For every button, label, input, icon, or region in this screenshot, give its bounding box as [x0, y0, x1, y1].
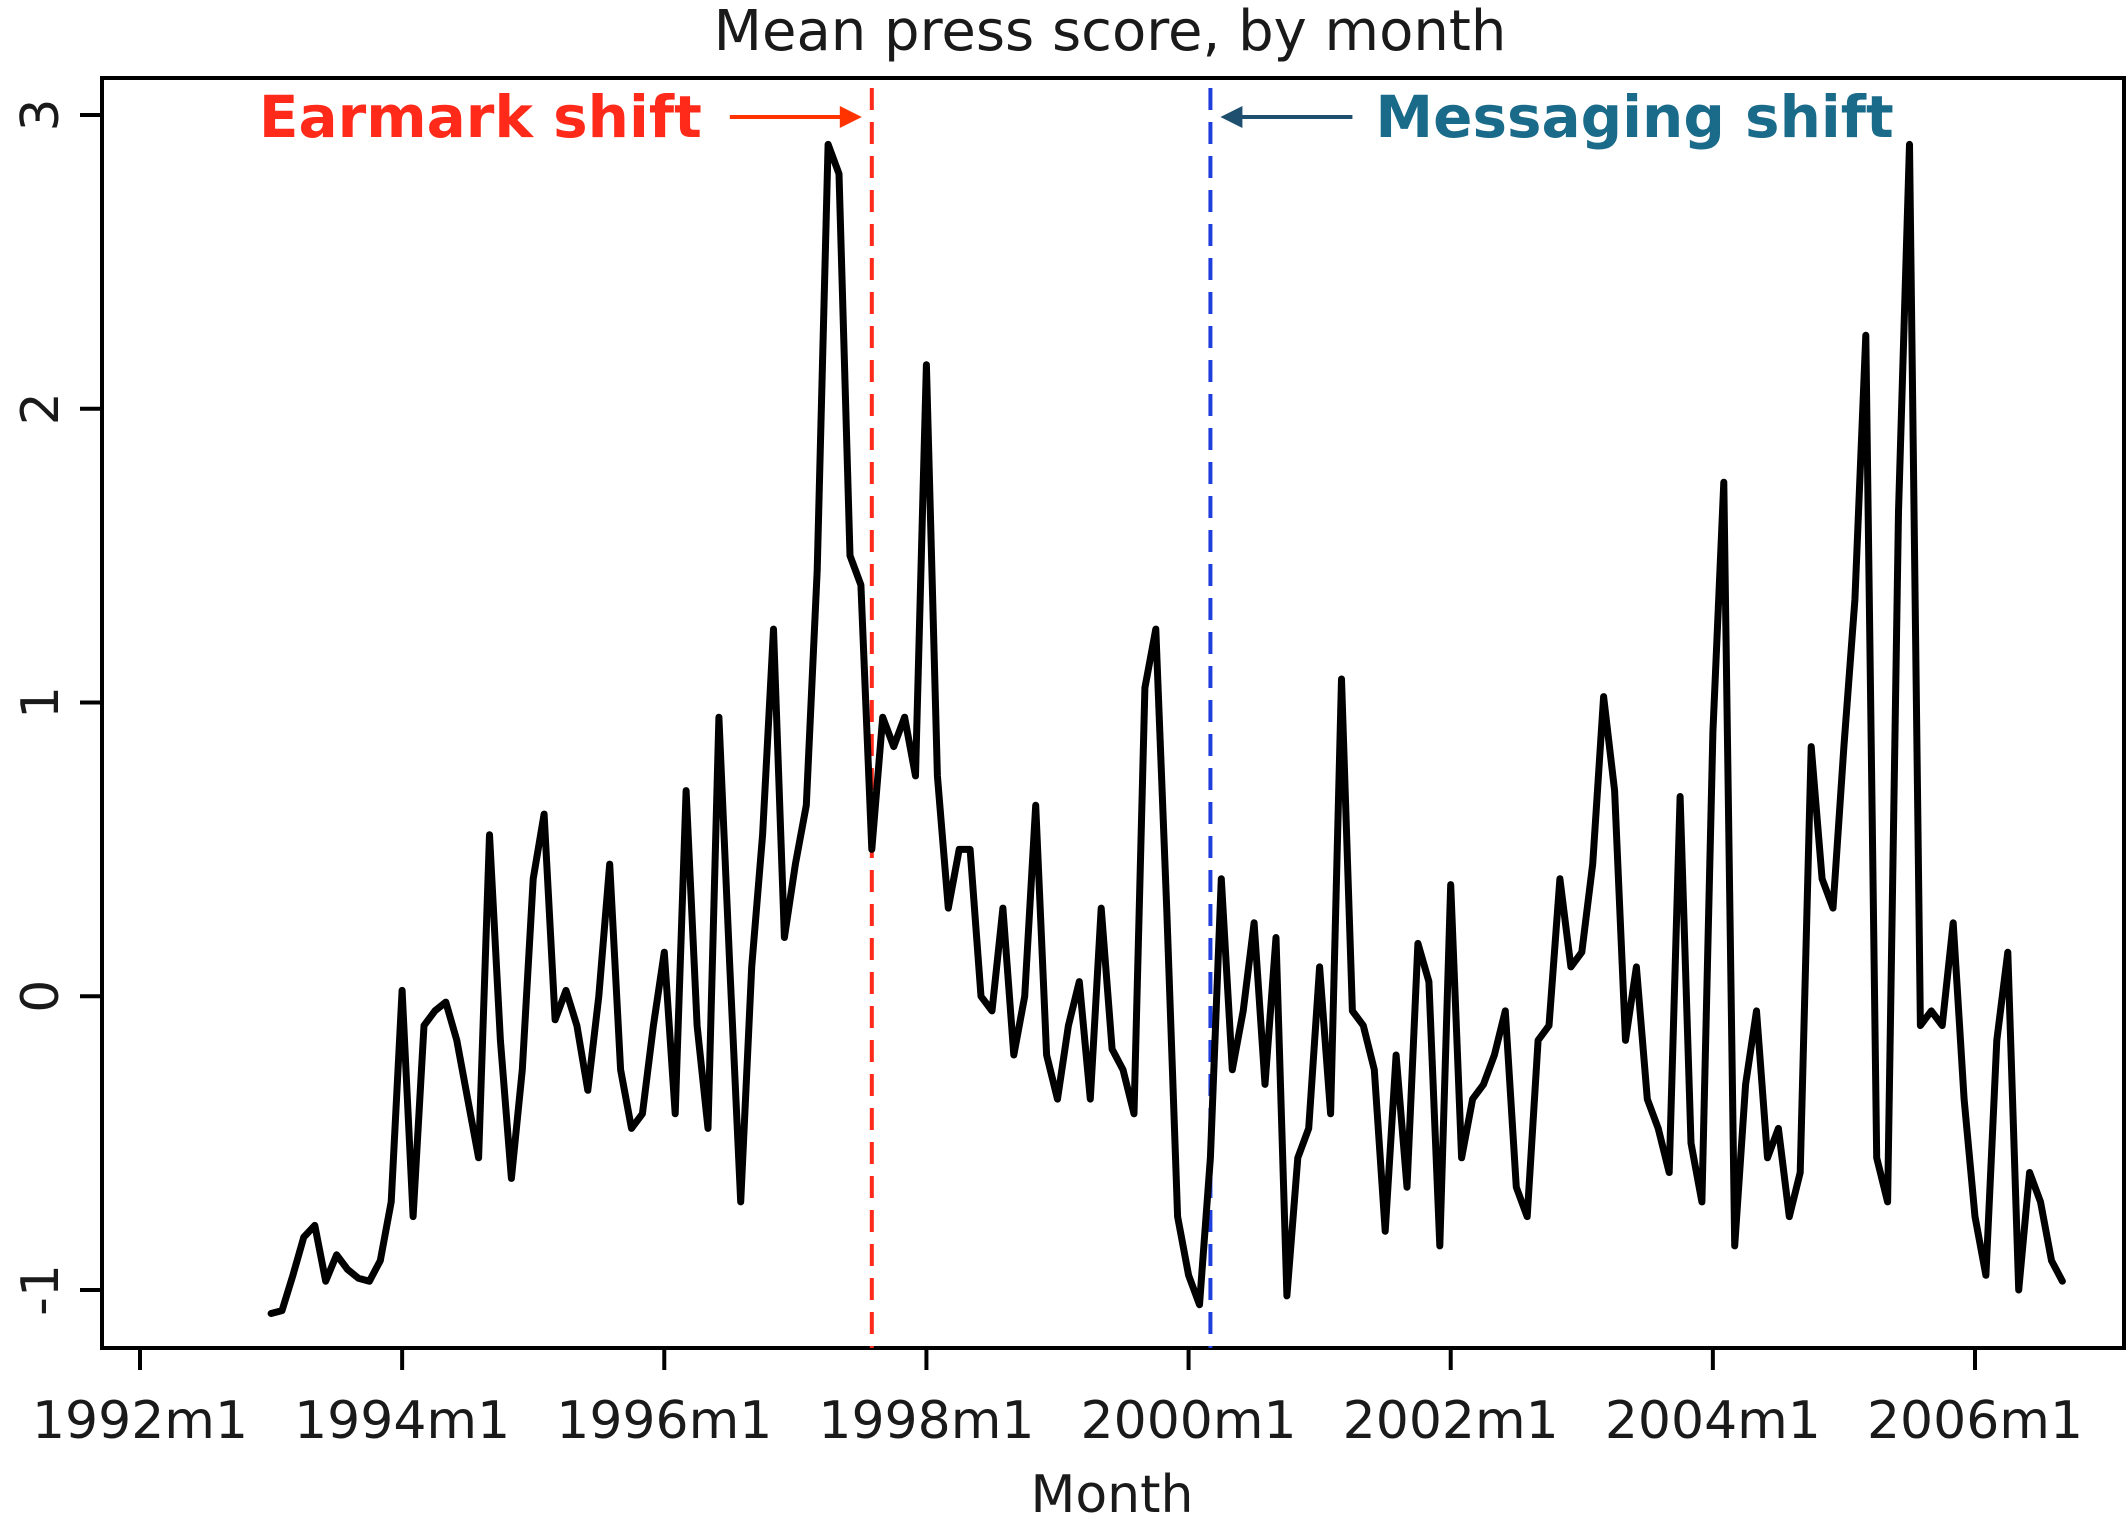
- x-tick-label: 2002m1: [1343, 1391, 1559, 1451]
- plot-frame: [100, 76, 2126, 1350]
- reference-lines: [869, 88, 1213, 1348]
- x-tick-label: 2006m1: [1867, 1391, 2083, 1451]
- y-tick-label: 3: [11, 98, 71, 131]
- x-tick-label: 1992m1: [32, 1391, 248, 1451]
- y-axis: -1 0 1 2 3: [11, 98, 102, 1316]
- chart-title: Mean press score, by month: [714, 0, 1507, 64]
- x-axis: 1992m1 1994m1 1996m1 1998m1 2000m1 2002m1 2004…: [32, 1348, 2083, 1451]
- x-axis-label: Month: [1031, 1465, 1194, 1520]
- series-group: [267, 140, 2066, 1317]
- y-tick-label: 0: [11, 980, 71, 1013]
- x-tick-label: 1998m1: [818, 1391, 1034, 1451]
- earmark-shift-label: Earmark shift: [259, 83, 702, 151]
- messaging-arrow-head: [1220, 106, 1243, 128]
- x-tick-label: 2000m1: [1081, 1391, 1297, 1451]
- x-tick-label: 1994m1: [294, 1391, 510, 1451]
- messaging-shift-label: Messaging shift: [1375, 83, 1893, 151]
- series-line: [267, 140, 2066, 1317]
- x-tick-label: 2004m1: [1605, 1391, 1821, 1451]
- y-tick-label: 1: [11, 686, 71, 719]
- earmark-arrow-head: [839, 106, 862, 128]
- y-tick-label: 2: [11, 392, 71, 425]
- x-tick-label: 1996m1: [556, 1391, 772, 1451]
- y-tick-label: -1: [11, 1264, 71, 1316]
- annotations: Earmark shift Messaging shift: [259, 83, 1894, 151]
